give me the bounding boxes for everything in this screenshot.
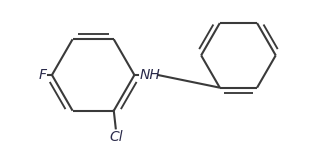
Text: F: F xyxy=(39,68,47,82)
Text: NH: NH xyxy=(139,68,160,82)
Text: Cl: Cl xyxy=(109,130,123,144)
